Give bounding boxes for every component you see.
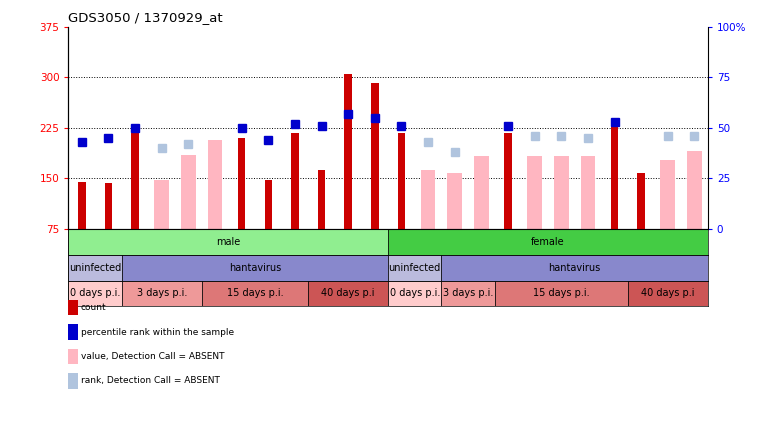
Text: 3 days p.i.: 3 days p.i. [136,289,187,298]
Bar [661,159,675,229]
Bar [638,173,645,229]
Bar [154,181,169,229]
Bar [132,133,139,229]
Text: 15 days p.i.: 15 days p.i. [533,289,590,298]
Text: count: count [81,303,107,312]
Text: hantavirus: hantavirus [229,263,281,273]
Bar [581,156,595,229]
Bar [611,126,618,229]
Bar [554,156,568,229]
Bar [441,281,495,306]
Bar [447,173,462,229]
Bar [68,229,388,255]
Bar [208,140,222,229]
Text: female: female [531,237,565,247]
Bar [388,255,441,281]
Text: hantavirus: hantavirus [549,263,600,273]
Bar [441,255,708,281]
Bar [105,183,112,229]
Bar [687,151,702,229]
Bar [122,255,388,281]
Bar [345,74,352,229]
Bar [238,138,245,229]
Text: 0 days p.i.: 0 days p.i. [70,289,120,298]
Text: 40 days p.i: 40 days p.i [641,289,695,298]
Bar [318,170,325,229]
Text: 40 days p.i: 40 days p.i [321,289,375,298]
Bar [474,156,489,229]
Bar [308,281,388,306]
Text: value, Detection Call = ABSENT: value, Detection Call = ABSENT [81,352,224,361]
Bar [371,83,378,229]
Bar [398,133,405,229]
Bar [122,281,202,306]
Bar [78,182,85,229]
Bar [388,281,441,306]
Text: 15 days p.i.: 15 days p.i. [227,289,283,298]
Bar [68,255,122,281]
Bar [628,281,708,306]
Text: 0 days p.i.: 0 days p.i. [390,289,440,298]
Bar [421,170,435,229]
Bar [265,180,272,229]
Bar [291,133,298,229]
Text: uninfected: uninfected [389,263,441,273]
Bar [527,156,542,229]
Text: rank, Detection Call = ABSENT: rank, Detection Call = ABSENT [81,377,219,385]
Bar [181,155,196,229]
Text: male: male [216,237,240,247]
Bar [68,281,122,306]
Bar [202,281,308,306]
Text: 3 days p.i.: 3 days p.i. [443,289,493,298]
Bar [505,133,511,229]
Text: uninfected: uninfected [69,263,121,273]
Bar [495,281,628,306]
Bar [388,229,708,255]
Text: GDS3050 / 1370929_at: GDS3050 / 1370929_at [68,11,223,24]
Text: percentile rank within the sample: percentile rank within the sample [81,328,234,337]
